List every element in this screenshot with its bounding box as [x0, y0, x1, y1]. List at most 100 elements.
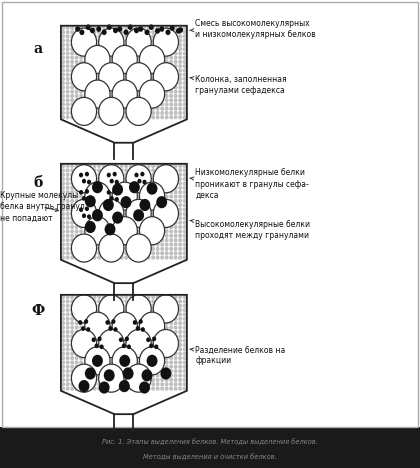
Circle shape — [156, 339, 159, 342]
Circle shape — [66, 69, 69, 72]
Circle shape — [111, 90, 114, 93]
Circle shape — [66, 387, 69, 390]
Circle shape — [62, 39, 64, 42]
Circle shape — [159, 26, 164, 32]
Circle shape — [107, 65, 109, 67]
Circle shape — [111, 39, 114, 42]
Circle shape — [111, 73, 114, 76]
Circle shape — [102, 65, 105, 67]
Circle shape — [76, 56, 78, 59]
Circle shape — [62, 173, 64, 176]
Circle shape — [152, 326, 155, 329]
Circle shape — [62, 304, 64, 307]
Circle shape — [147, 339, 150, 342]
Circle shape — [143, 300, 145, 303]
Circle shape — [156, 78, 159, 80]
Circle shape — [152, 317, 155, 320]
Circle shape — [80, 300, 82, 303]
Circle shape — [184, 111, 186, 114]
Circle shape — [76, 357, 78, 359]
Circle shape — [129, 69, 132, 72]
Circle shape — [112, 347, 137, 375]
Circle shape — [66, 186, 69, 189]
Circle shape — [156, 182, 159, 185]
Circle shape — [161, 357, 163, 359]
Circle shape — [76, 344, 78, 346]
Circle shape — [107, 86, 109, 89]
Polygon shape — [61, 295, 187, 414]
Circle shape — [170, 330, 172, 333]
Circle shape — [152, 95, 155, 97]
Circle shape — [174, 107, 177, 110]
Circle shape — [71, 370, 74, 373]
Circle shape — [179, 248, 181, 250]
Circle shape — [156, 73, 159, 76]
Circle shape — [80, 256, 82, 259]
Circle shape — [141, 327, 145, 332]
Circle shape — [102, 387, 105, 390]
Circle shape — [89, 256, 92, 259]
Circle shape — [89, 39, 92, 42]
Circle shape — [84, 366, 87, 368]
Circle shape — [139, 309, 141, 312]
Circle shape — [156, 111, 159, 114]
Circle shape — [156, 330, 159, 333]
Circle shape — [174, 374, 177, 377]
Circle shape — [184, 56, 186, 59]
Circle shape — [147, 31, 150, 34]
Circle shape — [99, 63, 124, 91]
Circle shape — [84, 44, 87, 46]
Circle shape — [66, 313, 69, 316]
Circle shape — [84, 352, 87, 355]
Circle shape — [76, 234, 78, 237]
Circle shape — [121, 165, 123, 168]
Circle shape — [116, 27, 118, 29]
Text: Колонка, заполненная
гранулами сефадекса: Колонка, заполненная гранулами сефадекса — [190, 75, 287, 95]
Circle shape — [147, 374, 150, 377]
Circle shape — [152, 31, 155, 34]
Circle shape — [116, 326, 118, 329]
Circle shape — [102, 370, 105, 373]
Circle shape — [116, 204, 118, 207]
Circle shape — [107, 330, 109, 333]
Circle shape — [161, 217, 163, 219]
Circle shape — [93, 86, 96, 89]
Circle shape — [93, 304, 96, 307]
Circle shape — [156, 322, 159, 325]
Circle shape — [184, 239, 186, 241]
Circle shape — [174, 56, 177, 59]
Circle shape — [152, 178, 155, 181]
Circle shape — [147, 383, 150, 386]
Circle shape — [89, 370, 92, 373]
Circle shape — [84, 86, 87, 89]
Circle shape — [178, 27, 183, 33]
Circle shape — [111, 248, 114, 250]
Circle shape — [143, 357, 145, 359]
Circle shape — [143, 103, 145, 106]
Circle shape — [111, 95, 114, 97]
Circle shape — [147, 86, 150, 89]
Circle shape — [121, 361, 123, 364]
Circle shape — [76, 304, 78, 307]
Circle shape — [139, 361, 141, 364]
Circle shape — [107, 352, 109, 355]
Circle shape — [179, 35, 181, 38]
Circle shape — [62, 234, 64, 237]
Circle shape — [121, 339, 123, 342]
Circle shape — [147, 355, 158, 367]
Circle shape — [111, 35, 114, 38]
Circle shape — [179, 186, 181, 189]
Circle shape — [66, 309, 69, 312]
Circle shape — [153, 329, 178, 358]
Circle shape — [89, 243, 92, 246]
Circle shape — [85, 312, 110, 340]
Circle shape — [121, 99, 123, 102]
Circle shape — [107, 357, 109, 359]
Circle shape — [107, 178, 109, 181]
Circle shape — [62, 73, 64, 76]
Circle shape — [71, 111, 74, 114]
Circle shape — [174, 208, 177, 211]
Circle shape — [174, 361, 177, 364]
Circle shape — [184, 48, 186, 51]
Circle shape — [107, 186, 109, 189]
